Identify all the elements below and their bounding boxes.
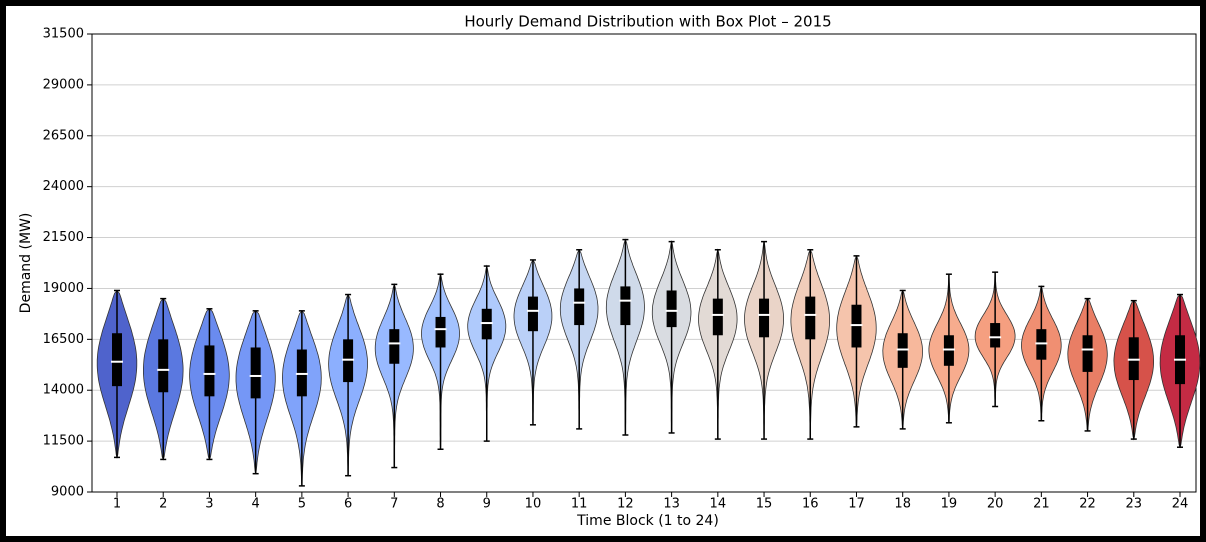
box bbox=[1082, 335, 1093, 372]
x-tick-label: 10 bbox=[525, 497, 542, 512]
box bbox=[204, 345, 215, 397]
box bbox=[666, 290, 677, 328]
x-tick-label: 6 bbox=[344, 497, 352, 512]
chart-title: Hourly Demand Distribution with Box Plot… bbox=[464, 13, 831, 31]
plot-area bbox=[91, 33, 1197, 493]
y-tick-label: 31500 bbox=[43, 27, 84, 42]
x-tick-label: 11 bbox=[571, 497, 588, 512]
x-tick-label: 19 bbox=[941, 497, 958, 512]
box bbox=[897, 333, 908, 368]
box bbox=[759, 298, 770, 338]
x-tick-label: 7 bbox=[390, 497, 398, 512]
x-axis-label: Time Block (1 to 24) bbox=[576, 513, 719, 529]
y-tick-label: 26500 bbox=[43, 128, 84, 143]
x-tick-label: 23 bbox=[1126, 497, 1143, 512]
box bbox=[435, 316, 446, 348]
box bbox=[296, 349, 307, 397]
x-tick-label: 21 bbox=[1033, 497, 1050, 512]
x-tick-label: 18 bbox=[894, 497, 911, 512]
box bbox=[1128, 337, 1139, 381]
y-tick-label: 19000 bbox=[43, 281, 84, 296]
box bbox=[112, 333, 122, 387]
box bbox=[343, 339, 354, 383]
box bbox=[805, 296, 816, 340]
x-tick-label: 4 bbox=[252, 497, 260, 512]
y-tick-label: 9000 bbox=[51, 485, 84, 500]
y-tick-label: 11500 bbox=[43, 434, 84, 449]
box bbox=[1036, 329, 1047, 360]
x-tick-label: 5 bbox=[298, 497, 306, 512]
x-tick-label: 1 bbox=[113, 497, 121, 512]
box bbox=[851, 304, 862, 348]
box bbox=[574, 288, 585, 326]
x-tick-label: 24 bbox=[1172, 497, 1189, 512]
box bbox=[158, 339, 169, 393]
y-tick-label: 16500 bbox=[43, 332, 84, 347]
box bbox=[943, 335, 954, 366]
x-tick-label: 8 bbox=[436, 497, 444, 512]
x-tick-label: 3 bbox=[205, 497, 213, 512]
box bbox=[389, 329, 400, 364]
x-tick-label: 20 bbox=[987, 497, 1004, 512]
box bbox=[712, 298, 723, 336]
y-tick-label: 29000 bbox=[43, 77, 84, 92]
box bbox=[527, 296, 538, 332]
x-tick-label: 2 bbox=[159, 497, 167, 512]
box bbox=[620, 286, 631, 326]
y-tick-label: 21500 bbox=[43, 230, 84, 245]
y-tick-label: 24000 bbox=[43, 179, 84, 194]
x-tick-label: 9 bbox=[483, 497, 491, 512]
box bbox=[481, 308, 492, 340]
x-tick-label: 17 bbox=[848, 497, 865, 512]
box bbox=[250, 347, 261, 399]
x-tick-label: 15 bbox=[756, 497, 773, 512]
x-tick-label: 13 bbox=[663, 497, 680, 512]
y-axis-label: Demand (MW) bbox=[18, 213, 34, 314]
y-tick-label: 14000 bbox=[43, 383, 84, 398]
x-tick-label: 22 bbox=[1079, 497, 1096, 512]
box bbox=[990, 323, 1001, 348]
x-tick-label: 14 bbox=[710, 497, 727, 512]
x-tick-label: 12 bbox=[617, 497, 634, 512]
x-tick-label: 16 bbox=[802, 497, 819, 512]
